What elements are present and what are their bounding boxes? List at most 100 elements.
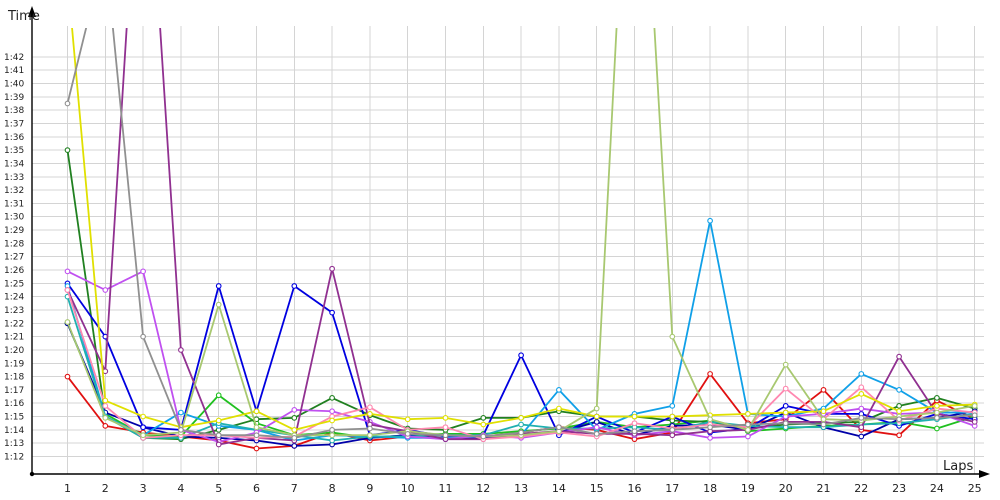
y-tick-label: 1:21: [4, 333, 24, 343]
x-tick-label: 23: [892, 482, 906, 495]
x-tick-label: 18: [703, 482, 717, 495]
data-point: [593, 413, 600, 420]
data-point: [896, 432, 902, 439]
data-point: [215, 392, 222, 399]
data-point: [971, 412, 978, 419]
y-tick-label: 1:22: [4, 319, 24, 329]
y-tick-label: 1:37: [4, 120, 24, 130]
y-tick-label: 1:41: [4, 66, 24, 76]
data-point: [631, 428, 638, 435]
data-point: [253, 424, 260, 431]
data-point: [64, 147, 71, 153]
x-tick-label: 14: [552, 482, 566, 495]
data-point: [329, 437, 335, 444]
data-point: [291, 283, 298, 289]
data-point: [707, 217, 713, 224]
x-tick-label: 16: [628, 482, 642, 495]
x-tick-label: 5: [215, 482, 222, 495]
data-point: [215, 441, 222, 448]
data-point: [820, 416, 827, 423]
data-point: [934, 403, 940, 409]
data-point: [329, 408, 335, 415]
data-point: [631, 420, 638, 427]
data-point: [896, 408, 902, 415]
data-point: [782, 409, 789, 416]
data-point: [858, 433, 865, 440]
y-tick-label: 1:33: [4, 173, 24, 183]
data-point: [745, 427, 751, 433]
x-axis-arrow: [979, 470, 990, 478]
x-tick-label: 1: [64, 482, 71, 495]
y-tick-label: 1:38: [4, 106, 24, 116]
tick-labels: 1 2 3 4 5 6 7 8 9 10 11 12 13 14 15 16 17 18 19 20 21 22 23 24 2…: [4, 53, 982, 495]
y-tick-label: 1:15: [4, 413, 24, 423]
data-point: [896, 403, 902, 409]
data-point: [858, 415, 865, 421]
y-tick-label: 1:34: [4, 159, 24, 169]
grid: [32, 26, 984, 474]
data-point: [140, 432, 146, 439]
data-point: [820, 408, 827, 415]
y-tick-label: 1:27: [4, 253, 24, 263]
y-tick-label: 1:20: [4, 346, 24, 356]
data-point: [367, 432, 373, 439]
y-tick-label: 1:13: [4, 439, 24, 449]
y-tick-label: 1:19: [4, 359, 24, 369]
x-tick-label: 4: [177, 482, 184, 495]
x-tick-label: 8: [329, 482, 336, 495]
data-point: [971, 419, 978, 425]
data-point: [669, 333, 676, 340]
data-point: [593, 419, 600, 425]
data-point: [64, 268, 71, 275]
data-point: [707, 424, 713, 431]
y-tick-label: 1:25: [4, 279, 24, 289]
data-point: [745, 433, 751, 440]
data-point: [934, 415, 940, 421]
data-point: [367, 404, 373, 411]
x-tick-label: 13: [514, 482, 528, 495]
x-tick-label: 20: [779, 482, 793, 495]
x-tick-label: 12: [476, 482, 490, 495]
x-tick-label: 6: [253, 482, 260, 495]
data-point: [291, 442, 298, 449]
data-point: [631, 413, 638, 420]
y-tick-label: 1:31: [4, 199, 24, 209]
data-point: [215, 417, 222, 424]
x-tick-label: 24: [930, 482, 944, 495]
data-point: [782, 361, 789, 368]
data-point: [64, 287, 71, 293]
data-point: [896, 416, 902, 423]
data-point: [858, 391, 865, 397]
x-tick-label: 25: [968, 482, 982, 495]
data-point: [934, 409, 940, 416]
x-tick-label: 3: [140, 482, 147, 495]
series-13: [64, 28, 978, 441]
data-point: [745, 421, 751, 428]
data-point: [253, 408, 260, 415]
data-point: [518, 429, 524, 436]
data-point: [367, 425, 373, 432]
data-point: [291, 407, 298, 413]
x-tick-label: 15: [590, 482, 604, 495]
data-point: [556, 387, 562, 393]
data-point: [480, 433, 487, 440]
y-tick-label: 1:35: [4, 146, 24, 156]
y-tick-label: 1:23: [4, 306, 24, 316]
x-tick-label: 17: [665, 482, 679, 495]
data-point: [593, 424, 600, 431]
axes: Time Laps: [7, 6, 990, 478]
series-group: [64, 28, 978, 452]
y-tick-label: 1:14: [4, 426, 24, 436]
data-point: [215, 432, 222, 439]
data-point: [291, 427, 298, 433]
y-tick-label: 1:42: [4, 53, 24, 63]
data-point: [404, 416, 411, 423]
data-point: [782, 403, 789, 409]
data-point: [556, 424, 562, 431]
data-point: [971, 403, 978, 409]
data-point: [140, 424, 146, 431]
y-tick-label: 1:18: [4, 373, 24, 383]
data-point: [178, 409, 184, 416]
data-point: [215, 283, 222, 289]
